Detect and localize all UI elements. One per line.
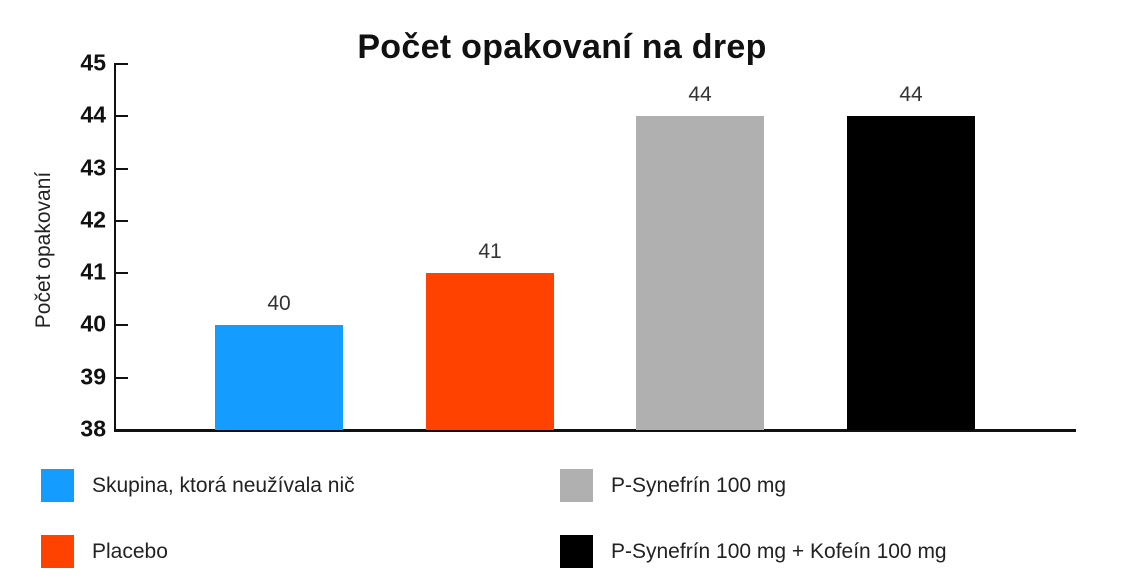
y-tick [115,324,128,327]
legend-item-no-supplement: Skupina, ktorá neužívala nič [41,469,355,502]
legend-label: Placebo [92,539,168,563]
legend-item-placebo: Placebo [41,535,168,568]
bar-value-label: 44 [899,83,923,107]
bar [426,273,554,430]
bar-value-label: 41 [478,240,502,264]
y-axis-line [114,63,116,431]
chart-title: Počet opakovaní na drep [357,28,767,66]
legend-item-p-synefrin: P-Synefrín 100 mg [560,469,786,502]
legend-label: Skupina, ktorá neužívala nič [92,473,355,497]
y-tick-label: 41 [80,258,106,285]
legend-label: P-Synefrín 100 mg [611,473,787,497]
bar [847,116,975,430]
y-tick [115,115,128,118]
y-tick [115,219,128,222]
y-tick-label: 42 [80,206,106,233]
y-tick [115,272,128,275]
y-axis-label: Počet opakovaní [32,171,55,329]
y-tick-label: 43 [80,154,106,181]
bar-value-label: 44 [688,83,712,107]
y-tick-label: 44 [80,101,106,128]
legend-swatch [560,535,593,568]
legend-item-p-synefrin-kofein: P-Synefrín 100 mg + Kofeín 100 mg [560,535,947,568]
y-tick-label: 39 [80,363,106,390]
legend-swatch [41,469,74,502]
y-tick-label: 45 [80,49,106,76]
bar-value-label: 40 [267,292,291,316]
y-tick-label: 38 [80,415,106,442]
x-axis-line [114,429,1076,432]
legend-swatch [560,469,593,502]
y-tick [115,63,128,65]
y-tick [115,167,128,170]
y-tick-label: 40 [80,310,106,337]
y-tick [115,376,128,379]
legend-label: P-Synefrín 100 mg + Kofeín 100 mg [611,539,947,563]
bar [215,325,343,430]
bar [636,116,764,430]
legend-swatch [41,535,74,568]
